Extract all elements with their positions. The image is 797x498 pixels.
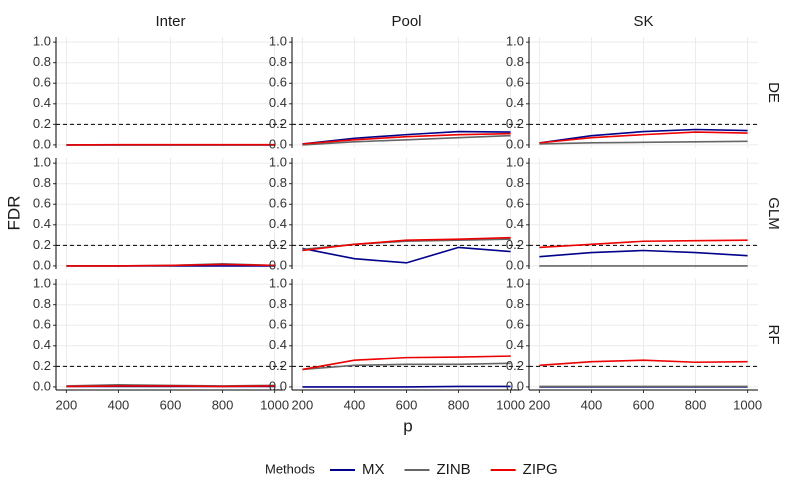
y-tick-label: 0.4 — [506, 337, 524, 352]
y-tick-label: 0.4 — [506, 95, 524, 110]
y-tick-label: 1.0 — [33, 34, 51, 49]
y-tick-label: 1.0 — [269, 276, 287, 291]
y-tick-label: 0.8 — [506, 175, 524, 190]
y-tick-label: 0.2 — [33, 237, 51, 252]
series-line — [539, 131, 748, 144]
series-line — [302, 355, 511, 371]
y-tick-label: 0.2 — [33, 116, 51, 131]
y-axis-title: FDR — [4, 196, 23, 231]
y-tick-label: 0.8 — [269, 54, 287, 69]
y-tick-label: 0.8 — [269, 175, 287, 190]
y-tick-label: 1.0 — [269, 155, 287, 170]
series-line — [302, 130, 511, 145]
y-tick-label: 0.6 — [269, 317, 287, 332]
series-line — [539, 140, 748, 145]
y-tick-label: 0.4 — [269, 337, 287, 352]
y-tick-label: 1.0 — [269, 34, 287, 49]
y-tick-label: 1.0 — [506, 34, 524, 49]
series-line — [302, 362, 511, 371]
x-tick-label: 400 — [108, 397, 130, 412]
y-tick-label: 0.6 — [269, 75, 287, 90]
y-tick-label: 0.4 — [506, 216, 524, 231]
legend-label: ZIPG — [523, 461, 558, 478]
y-tick-label: 1.0 — [506, 276, 524, 291]
y-tick-label: 0.2 — [506, 116, 524, 131]
y-tick-label: 0.2 — [269, 237, 287, 252]
y-tick-label: 0.2 — [506, 358, 524, 373]
y-tick-label: 0.0 — [269, 136, 287, 151]
y-tick-label: 0.8 — [506, 296, 524, 311]
legend-label: MX — [362, 461, 385, 478]
row-strip-label: GLM — [765, 197, 782, 230]
y-tick-label: 0.2 — [506, 237, 524, 252]
y-tick-label: 0.0 — [33, 378, 51, 393]
x-tick-label: 800 — [212, 397, 234, 412]
legend-title: Methods — [265, 461, 315, 476]
y-tick-label: 0.6 — [33, 75, 51, 90]
y-tick-label: 0.6 — [33, 196, 51, 211]
y-tick-label: 1.0 — [506, 155, 524, 170]
y-tick-label: 1.0 — [33, 276, 51, 291]
column-strip-label: Inter — [155, 13, 185, 30]
y-tick-label: 0.0 — [269, 378, 287, 393]
y-tick-label: 0.2 — [269, 358, 287, 373]
x-tick-label: 800 — [448, 397, 470, 412]
row-strip-label: DE — [765, 82, 782, 103]
y-tick-label: 0.4 — [269, 95, 287, 110]
x-tick-label: 200 — [529, 397, 551, 412]
y-tick-label: 0.8 — [506, 54, 524, 69]
x-tick-label: 800 — [685, 397, 707, 412]
y-tick-label: 0.0 — [506, 378, 524, 393]
y-tick-label: 0.0 — [506, 136, 524, 151]
y-tick-label: 0.8 — [269, 296, 287, 311]
series-line — [539, 249, 748, 258]
x-tick-label: 600 — [396, 397, 418, 412]
series-line — [302, 385, 511, 388]
x-tick-label: 200 — [56, 397, 78, 412]
y-tick-label: 0.8 — [33, 296, 51, 311]
y-tick-label: 0.6 — [506, 196, 524, 211]
y-tick-label: 0.0 — [33, 136, 51, 151]
series-line — [302, 236, 511, 252]
x-tick-label: 400 — [344, 397, 366, 412]
x-tick-label: 1000 — [260, 397, 289, 412]
y-tick-label: 0.2 — [33, 358, 51, 373]
y-tick-label: 0.0 — [506, 257, 524, 272]
x-tick-label: 400 — [581, 397, 603, 412]
y-tick-label: 0.6 — [269, 196, 287, 211]
y-tick-label: 0.8 — [33, 175, 51, 190]
y-tick-label: 0.0 — [33, 257, 51, 272]
y-tick-label: 0.4 — [33, 216, 51, 231]
series-line — [302, 132, 511, 145]
column-strip-label: Pool — [391, 13, 421, 30]
y-tick-label: 0.8 — [33, 54, 51, 69]
y-tick-label: 0.4 — [33, 337, 51, 352]
y-tick-label: 0.4 — [269, 216, 287, 231]
x-tick-label: 600 — [633, 397, 655, 412]
y-tick-label: 0.6 — [33, 317, 51, 332]
x-tick-label: 1000 — [496, 397, 525, 412]
x-axis-title: p — [403, 416, 412, 435]
row-strip-label: RF — [765, 325, 782, 345]
y-tick-label: 0.0 — [269, 257, 287, 272]
series-line — [302, 134, 511, 146]
series-line — [66, 263, 275, 267]
y-tick-label: 0.4 — [33, 95, 51, 110]
series-line — [539, 239, 748, 249]
y-tick-label: 0.2 — [269, 116, 287, 131]
x-tick-label: 200 — [292, 397, 314, 412]
series-line — [302, 246, 511, 264]
column-strip-label: SK — [633, 13, 653, 30]
x-tick-label: 600 — [160, 397, 182, 412]
x-tick-label: 1000 — [733, 397, 762, 412]
legend-label: ZINB — [437, 461, 471, 478]
y-tick-label: 1.0 — [33, 155, 51, 170]
series-line — [539, 359, 748, 367]
y-tick-label: 0.6 — [506, 75, 524, 90]
y-tick-label: 0.6 — [506, 317, 524, 332]
series-line — [539, 128, 748, 144]
series-line — [66, 385, 275, 388]
